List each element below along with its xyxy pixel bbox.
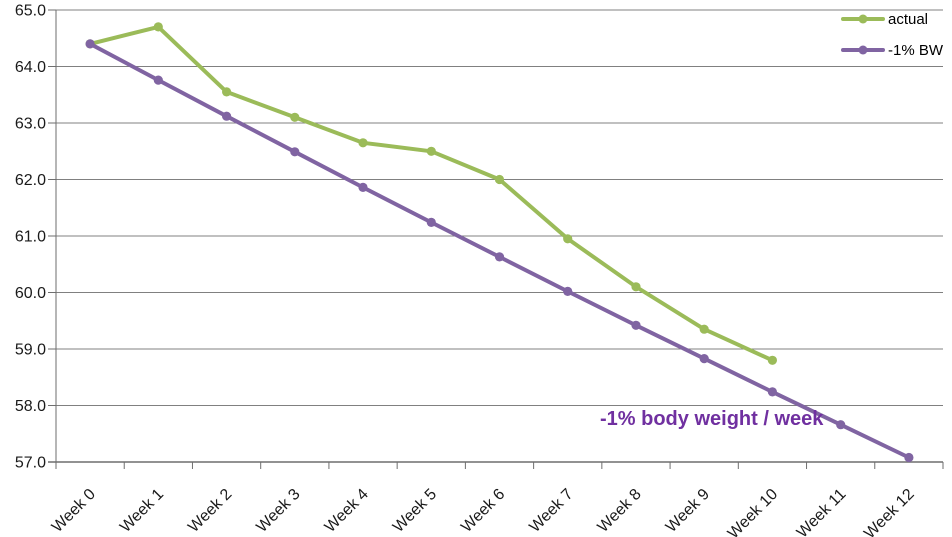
y-axis-tick-label: 64.0: [15, 59, 46, 76]
chart-annotation: -1% body weight / week: [600, 408, 824, 430]
legend-item-plan[interactable]: -1% BW: [840, 39, 943, 61]
x-axis-tick-label: Week 1: [117, 486, 167, 536]
legend-label-plan: -1% BW: [887, 41, 943, 59]
data-point-marker: [767, 387, 778, 397]
data-point-marker: [85, 39, 95, 49]
data-point-marker: [153, 75, 163, 85]
data-point-marker: [290, 112, 300, 122]
x-axis-tick-label: Week 5: [390, 486, 440, 536]
data-point-marker: [631, 282, 641, 292]
data-point-marker: [222, 87, 232, 97]
series-line--1-bw: [88, 41, 911, 460]
data-point-marker: [426, 146, 436, 156]
legend-label-actual: actual: [887, 10, 929, 28]
x-axis-tick-label: Week 12: [861, 486, 918, 537]
legend-marker-dot: [858, 14, 868, 24]
y-axis-tick-label: 61.0: [15, 229, 46, 246]
x-axis-tick-label: Week 8: [595, 486, 645, 536]
y-axis-tick-label: 58.0: [15, 398, 46, 415]
x-axis-tick-label: Week 7: [526, 486, 576, 536]
x-axis-tick-label: Week 4: [322, 486, 372, 536]
data-point-marker: [904, 452, 914, 463]
x-axis-tick-label: Week 0: [49, 486, 99, 536]
y-axis-tick-label: 60.0: [15, 285, 46, 302]
x-axis-tick-label: Week 10: [725, 486, 782, 537]
x-axis-tick-label: Week 2: [185, 486, 235, 536]
x-axis-tick-label: Week 3: [253, 486, 303, 536]
data-point-marker: [494, 252, 505, 262]
data-point-marker: [767, 355, 778, 365]
legend-swatch-plan: [840, 45, 885, 56]
data-point-marker: [631, 320, 641, 330]
y-axis-tick-label: 62.0: [15, 172, 46, 189]
data-point-marker: [290, 147, 300, 157]
data-point-marker: [494, 174, 505, 185]
data-point-marker: [699, 324, 709, 334]
y-axis-tick-label: 63.0: [15, 116, 46, 133]
legend-marker-dot: [858, 45, 868, 55]
legend-item-actual[interactable]: actual: [840, 8, 943, 30]
data-point-marker: [358, 138, 368, 148]
data-point-marker: [153, 22, 163, 32]
data-point-marker: [563, 234, 573, 244]
data-point-marker: [358, 182, 368, 192]
chart-legend: actual -1% BW: [840, 8, 943, 61]
x-axis-tick-label: Week 9: [663, 486, 713, 536]
data-point-marker: [836, 420, 846, 430]
y-axis-tick-label: 59.0: [15, 342, 46, 359]
y-axis-tick-label: 65.0: [15, 3, 46, 20]
series-line-actual: [88, 24, 775, 363]
legend-swatch-actual: [840, 14, 885, 25]
data-point-marker: [699, 354, 709, 364]
data-point-marker: [426, 217, 436, 227]
data-point-marker: [563, 286, 573, 296]
data-point-marker: [222, 111, 232, 121]
x-axis-tick-label: Week 6: [458, 486, 508, 536]
y-axis-tick-label: 57.0: [15, 455, 46, 472]
x-axis-tick-label: Week 11: [794, 486, 850, 537]
